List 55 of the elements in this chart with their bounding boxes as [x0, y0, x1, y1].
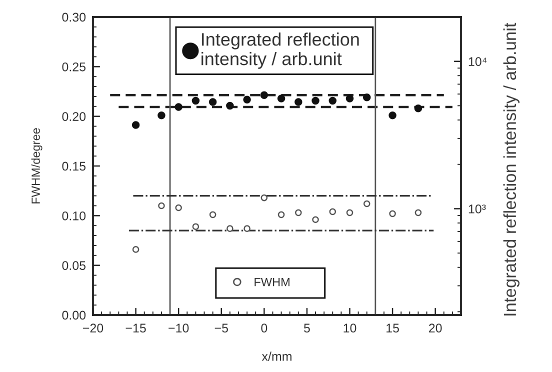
- point: [388, 111, 396, 120]
- point: [226, 225, 234, 232]
- legend-label: FWHM: [254, 278, 290, 286]
- y2-tick-label: 10³: [468, 204, 486, 214]
- point: [312, 216, 319, 224]
- x-tick-label: −5: [214, 324, 228, 333]
- point: [209, 211, 216, 218]
- point: [175, 204, 182, 212]
- point: [312, 96, 320, 105]
- point: [414, 104, 422, 112]
- point: [329, 208, 336, 216]
- y-tick-label: 0.30: [62, 12, 86, 22]
- y-tick-label: 0.00: [62, 310, 86, 320]
- x-axis-title: x/mm: [262, 352, 292, 361]
- point: [244, 225, 250, 232]
- point: [260, 194, 268, 202]
- point: [226, 102, 234, 110]
- x-tick-label: 20: [429, 324, 442, 333]
- legend-label: Integrated reflection intensity / arb.unit: [202, 32, 359, 69]
- x-tick-label: −15: [126, 324, 146, 333]
- point: [158, 202, 165, 210]
- point: [158, 111, 166, 120]
- y-tick-label: 0.20: [62, 112, 86, 121]
- point: [192, 223, 200, 230]
- x-tick-label: 0: [261, 324, 268, 333]
- point: [328, 96, 337, 105]
- x-tick-label: −20: [83, 324, 104, 333]
- y2-axis-title: Integrated reflection intensity / arb.unit: [503, 22, 520, 316]
- x-tick-label: 10: [344, 324, 356, 333]
- x-tick-label: −10: [168, 324, 189, 333]
- point: [362, 93, 371, 102]
- point: [132, 121, 140, 129]
- point: [208, 98, 217, 106]
- point: [294, 209, 302, 216]
- point: [243, 96, 251, 104]
- y-tick-label: 0.05: [62, 261, 86, 270]
- point: [363, 200, 370, 208]
- point: [132, 246, 140, 253]
- point: [278, 211, 285, 218]
- point: [260, 91, 268, 100]
- point: [346, 94, 354, 102]
- point: [389, 210, 396, 218]
- x-tick-label: 5: [304, 324, 310, 333]
- y-tick-label: 0.10: [62, 211, 86, 220]
- x-tick-label: 15: [386, 324, 399, 333]
- y-tick-label: 0.15: [62, 162, 86, 171]
- y-axis-title: FWHM/degree: [31, 128, 42, 204]
- y-tick-label: 0.25: [62, 62, 86, 72]
- y2-tick-label: 10⁴: [468, 57, 487, 66]
- point: [192, 96, 200, 105]
- point: [346, 209, 354, 216]
- point: [414, 209, 422, 216]
- point: [277, 94, 286, 102]
- point: [294, 98, 302, 106]
- point: [174, 103, 182, 111]
